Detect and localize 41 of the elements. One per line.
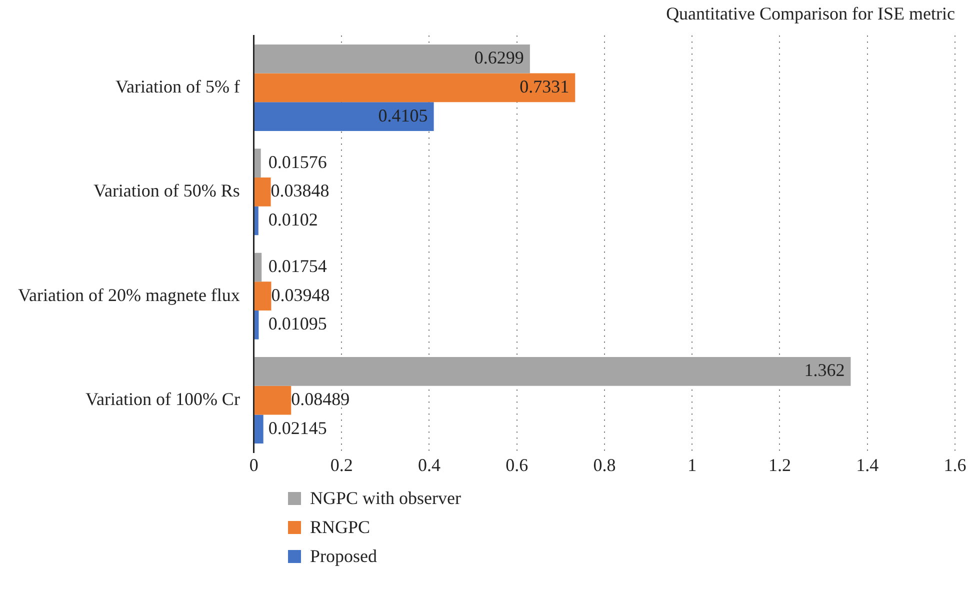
data-label: 0.01095 xyxy=(268,314,327,334)
data-label: 0.08489 xyxy=(291,389,350,410)
data-label: 0.02145 xyxy=(268,418,327,438)
bar xyxy=(254,73,576,102)
data-label: 0.01754 xyxy=(268,256,327,276)
bar xyxy=(254,44,530,74)
bar xyxy=(254,310,259,340)
x-tick-label: 0.6 xyxy=(506,454,528,475)
data-label: 0.4105 xyxy=(378,105,428,126)
legend-label: NGPC with observer xyxy=(310,488,461,509)
x-tick-label: 1.6 xyxy=(944,454,966,475)
data-label: 0.7331 xyxy=(520,76,570,96)
legend-label: RNGPC xyxy=(310,517,370,538)
x-tick-label: 0.2 xyxy=(330,454,353,475)
x-tick-label: 0.4 xyxy=(418,454,440,475)
x-tick-label: 1 xyxy=(688,454,697,475)
bar xyxy=(254,102,434,131)
y-tick-label: Variation of 50% Rs xyxy=(93,180,240,201)
y-tick-label: Variation of 100% Cr xyxy=(85,389,240,410)
bar xyxy=(254,148,261,178)
chart-title: Quantitative Comparison for ISE metric xyxy=(666,4,956,24)
data-label: 0.01576 xyxy=(268,152,327,172)
x-tick-label: 1.2 xyxy=(768,454,791,475)
bar xyxy=(254,357,851,386)
bar xyxy=(254,177,271,206)
data-label: 0.03948 xyxy=(271,284,330,305)
data-label: 0.03848 xyxy=(270,180,330,201)
data-label: 0.6299 xyxy=(474,48,524,68)
bar xyxy=(254,414,264,444)
bar xyxy=(254,282,272,311)
bar xyxy=(254,252,262,282)
x-tick-label: 0.8 xyxy=(593,454,616,475)
bar xyxy=(254,386,292,415)
bar xyxy=(254,206,258,236)
x-tick-label: 1.4 xyxy=(856,454,879,475)
y-tick-label: Variation of 5% f xyxy=(115,76,240,96)
legend-label: Proposed xyxy=(310,546,377,567)
data-label: 0.0102 xyxy=(268,209,318,230)
x-tick-label: 0 xyxy=(249,454,258,475)
data-label: 1.362 xyxy=(804,360,845,380)
y-tick-label: Variation of 20% magnete flux xyxy=(18,284,240,305)
